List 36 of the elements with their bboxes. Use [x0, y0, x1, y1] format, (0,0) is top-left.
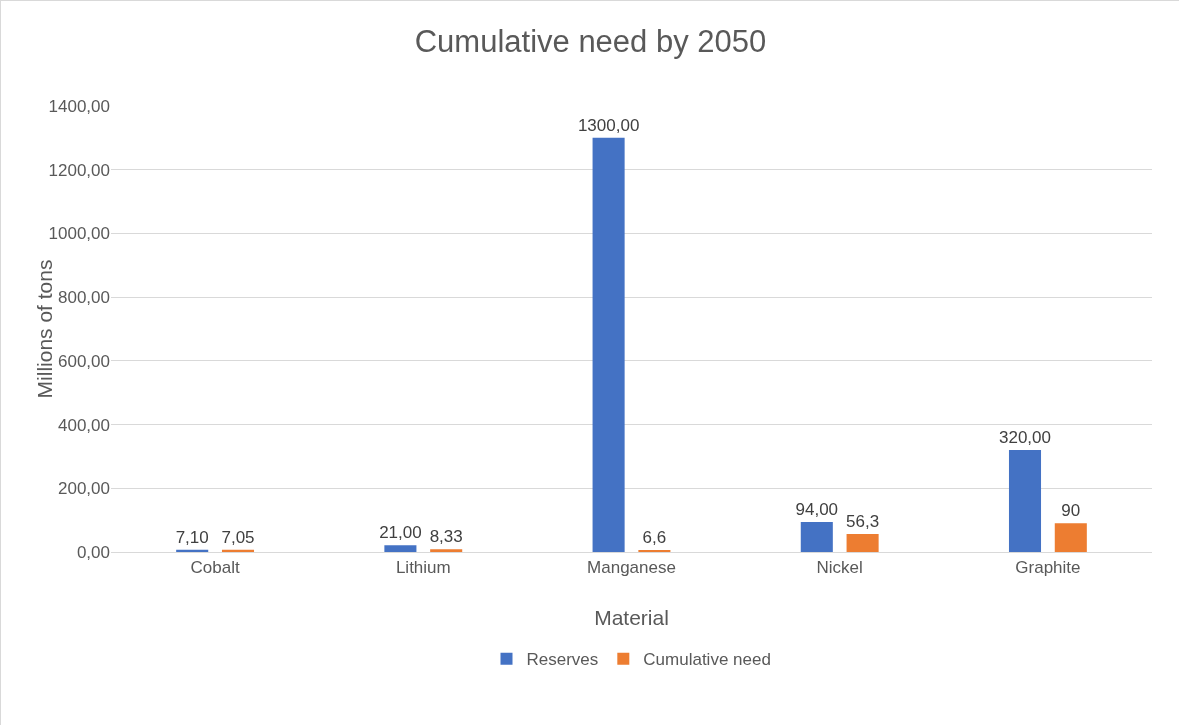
- bar: [846, 534, 879, 552]
- data-label: 90: [1061, 501, 1081, 521]
- x-tick-label: Lithium: [395, 558, 451, 578]
- bar: [430, 549, 463, 552]
- x-tick-label: Graphite: [1015, 558, 1081, 578]
- y-tick-label: 1000,00: [48, 224, 110, 244]
- chart-title: Cumulative need by 2050: [414, 23, 767, 59]
- y-tick-label: 400,00: [58, 415, 110, 435]
- x-tick-label: Cobalt: [190, 558, 240, 578]
- y-tick-label: 800,00: [58, 288, 110, 308]
- x-axis-title: Material: [594, 606, 669, 629]
- data-label: 7,10: [175, 527, 209, 547]
- bar: [592, 137, 625, 552]
- y-tick-label: 1200,00: [48, 160, 110, 180]
- data-label: 6,6: [642, 527, 667, 547]
- y-tick-label: 1400,00: [48, 96, 110, 116]
- data-label: 94,00: [795, 500, 839, 520]
- data-label: 320,00: [999, 428, 1051, 448]
- bar: [384, 545, 417, 552]
- data-label: 56,3: [846, 512, 880, 532]
- data-label: 21,00: [379, 523, 422, 543]
- data-label: 8,33: [429, 527, 463, 547]
- y-tick-label: 200,00: [58, 479, 110, 499]
- bar: [638, 549, 671, 552]
- legend-label: Reserves: [526, 650, 599, 670]
- x-tick-label: Manganese: [587, 558, 676, 578]
- y-tick-label: 0,00: [76, 542, 110, 562]
- x-tick-label: Nickel: [816, 558, 863, 578]
- bar: [1054, 523, 1087, 552]
- bar: [1008, 450, 1042, 552]
- bar: [800, 522, 833, 552]
- legend-label: Cumulative need: [643, 650, 771, 670]
- data-label: 1300,00: [577, 115, 640, 135]
- y-axis-title: Millions of tons: [33, 259, 56, 399]
- y-tick-label: 600,00: [58, 351, 110, 371]
- data-label: 7,05: [221, 527, 255, 547]
